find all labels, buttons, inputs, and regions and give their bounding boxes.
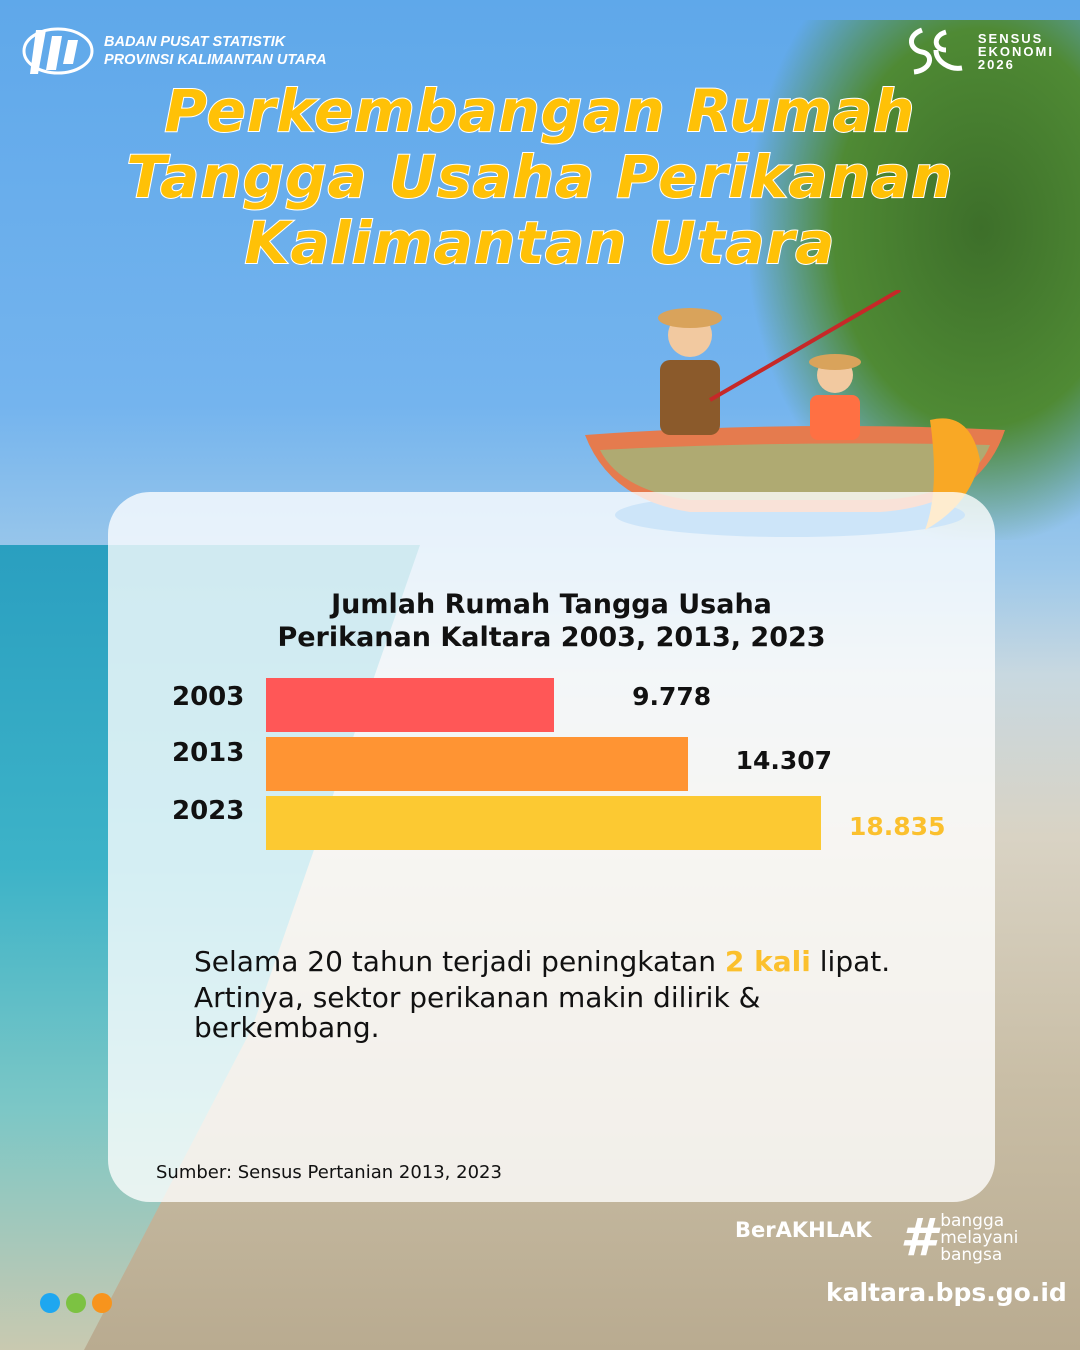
desc-part1: Selama 20 tahun terjadi peningkatan [194, 945, 725, 978]
title-line2: Tangga Usaha Perikanan [125, 143, 954, 211]
berakhlak-logo: BerAKHLAK [735, 1218, 872, 1242]
org-line2: PROVINSI KALIMANTAN UTARA [104, 52, 327, 68]
title-line1: Perkembangan Rumah [164, 77, 916, 145]
y-tick-label: 2023 [172, 796, 245, 826]
page-title: Perkembangan Rumah Tangga Usaha Perikana… [0, 77, 1080, 277]
org-line1: BADAN PUSAT STATISTIK [104, 34, 286, 50]
bangga-line3: bangsa [940, 1244, 1003, 1265]
bangga-line2: melayani [940, 1227, 1019, 1248]
website-url[interactable]: kaltara.bps.go.id [826, 1278, 1067, 1307]
data-label-2023: 18.835 [849, 812, 946, 841]
bar-2023 [266, 796, 821, 850]
bps-logo: BADAN PUSAT STATISTIK PROVINSI KALIMANTAN… [22, 22, 327, 80]
dot-orange [92, 1293, 112, 1313]
sensus-line3: 2026 [977, 56, 1015, 72]
source-note: Sumber: Sensus Pertanian 2013, 2023 [156, 1162, 502, 1183]
desc-highlight: 2 kali [724, 945, 811, 978]
dot-blue [40, 1293, 60, 1313]
description: Selama 20 tahun terjadi peningkatan 2 ka… [194, 944, 934, 1046]
chart-title-line1: Jumlah Rumah Tangga Usaha [331, 589, 772, 620]
data-label-2003: 9.778 [632, 682, 712, 711]
chart-title: Jumlah Rumah Tangga Usaha Perikanan Kalt… [108, 588, 995, 654]
desc-part2: lipat. [810, 945, 891, 978]
y-tick-label: 2013 [172, 738, 245, 768]
dot-green [66, 1293, 86, 1313]
bar-2013 [266, 737, 688, 791]
desc-line3: berkembang. [194, 1011, 380, 1044]
bangga-melayani-bangsa-logo: # bangga melayani bangsa [900, 1208, 1018, 1268]
y-tick-label: 2003 [172, 682, 245, 712]
data-label-2013: 14.307 [735, 746, 833, 775]
bangga-line1: bangga [940, 1210, 1005, 1231]
se-logo-icon [908, 27, 963, 75]
chart-title-line2: Perikanan Kaltara 2003, 2013, 2023 [277, 622, 826, 653]
title-line3: Kalimantan Utara [244, 209, 836, 277]
hashtag-icon: # [900, 1208, 937, 1268]
bps-logo-icon [22, 27, 94, 75]
sensus-line1: SENSUS [977, 30, 1044, 46]
sensus-line2: EKONOMI [977, 43, 1054, 59]
desc-line2: Artinya, sektor perikanan makin dilirik … [194, 981, 761, 1014]
bar-2003 [266, 678, 555, 732]
chart-card: Jumlah Rumah Tangga Usaha Perikanan Kalt… [108, 492, 995, 1202]
decorative-dots [40, 1293, 112, 1313]
sensus-ekonomi-logo: SENSUS EKONOMI 2026 [902, 26, 1054, 76]
